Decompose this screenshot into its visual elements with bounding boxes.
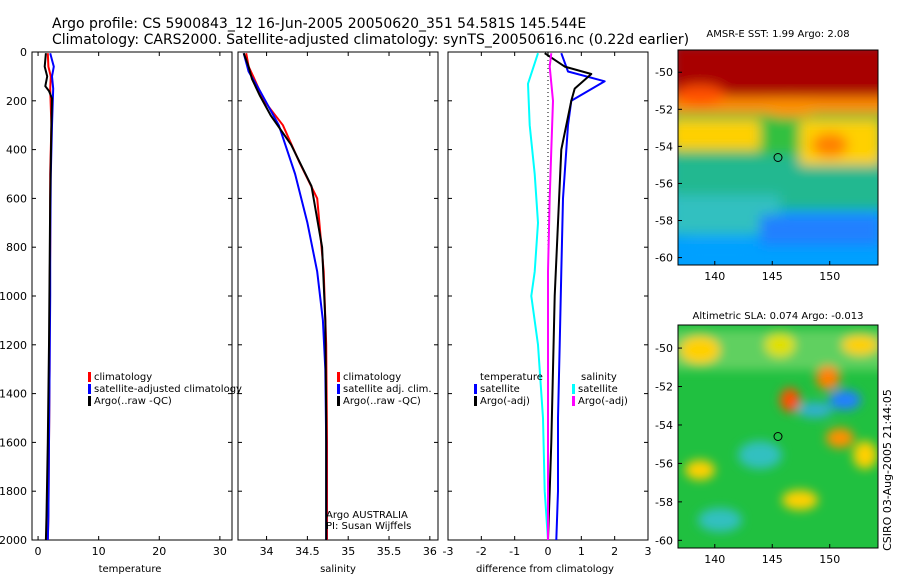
difference-series-salinity-argo-adj- [547, 53, 554, 540]
sst-map-lat-label: -52 [655, 103, 673, 116]
diff-legend-sal-satellite-swatch [572, 384, 575, 394]
diff-legend-sal-argo-swatch [572, 396, 575, 406]
temperature-xtick-label: 10 [92, 545, 106, 558]
sla-map-frame [677, 324, 879, 549]
salinity-xtick-label: 34.5 [295, 545, 320, 558]
sst-map-lat-label: -58 [655, 215, 673, 228]
salinity-series-argo-raw-qc- [242, 52, 328, 540]
temperature-series-argo-raw-qc- [43, 53, 53, 541]
salinity-xtick-label: 35.5 [377, 545, 402, 558]
depth-tick-label: 0 [20, 46, 27, 59]
sal-legend-argo-label: Argo(..raw -QC) [343, 396, 421, 407]
temperature-axes-frame [31, 51, 233, 541]
sla-map-argo-position-marker [773, 432, 783, 441]
difference-series-temperature-satellite [555, 52, 606, 541]
diff-legend-temp-argo-swatch [474, 396, 477, 406]
salinity-xtick-label: 35 [341, 545, 355, 558]
temp-legend-argo-label: Argo(..raw -QC) [94, 396, 172, 407]
depth-tick-label: 1200 [0, 339, 27, 352]
salinity-xtick-label: 34 [260, 545, 274, 558]
sla-map-lat-label: -58 [655, 496, 673, 509]
temp-legend-climatology-swatch [88, 372, 91, 382]
diff-legend-sal-satellite-label: satellite [578, 384, 618, 395]
salinity-series-satellite-adj-clim- [242, 52, 328, 540]
diff-legend-temperature-heading: temperature [480, 372, 543, 383]
temperature-xtick-label: 0 [35, 545, 42, 558]
difference-xtick-label: 1 [578, 545, 585, 558]
depth-tick-label: 200 [6, 95, 27, 108]
timestamp-stamp: CSIRO 03-Aug-2005 21:44:05 [881, 389, 894, 551]
sst-map-lat-label: -60 [655, 252, 673, 265]
sst-map-lon-label: 140 [704, 270, 725, 283]
sla-map-lon-label: 140 [704, 553, 725, 566]
difference-xlabel: difference from climatology [476, 564, 614, 575]
depth-tick-label: 1600 [0, 436, 27, 449]
sla-map-lon-label: 150 [819, 553, 840, 566]
sst-map-lon-label: 145 [762, 270, 783, 283]
annotation-argo-australia: Argo AUSTRALIA [326, 510, 408, 521]
diff-legend-temp-satellite-swatch [474, 384, 477, 394]
depth-tick-label: 1800 [0, 485, 27, 498]
depth-tick-label: 2000 [0, 534, 27, 547]
sst-map-lon-label: 150 [819, 270, 840, 283]
sla-map-lat-label: -50 [655, 342, 673, 355]
salinity-axes-frame [237, 51, 439, 541]
depth-tick-label: 800 [6, 241, 27, 254]
sst-map-lat-label: -54 [655, 140, 673, 153]
difference-series-temperature-argo-adj- [544, 52, 593, 541]
diff-legend-temp-argo-label: Argo(-adj) [480, 396, 530, 407]
difference-xtick-label: 0 [545, 545, 552, 558]
sst-map-argo-position-marker [773, 153, 783, 162]
difference-xtick-label: 2 [611, 545, 618, 558]
sla-map-lat-label: -60 [655, 534, 673, 547]
difference-xtick-label: -3 [443, 545, 454, 558]
depth-tick-label: 400 [6, 144, 27, 157]
diff-legend-sal-argo-label: Argo(-adj) [578, 396, 628, 407]
temperature-xtick-label: 30 [213, 545, 227, 558]
sst-map-title: AMSR-E SST: 1.99 Argo: 2.08 [706, 29, 849, 40]
sla-map-title: Altimetric SLA: 0.074 Argo: -0.013 [693, 311, 864, 322]
difference-xtick-label: -2 [476, 545, 487, 558]
temperature-xtick-label: 20 [152, 545, 166, 558]
sal-legend-satellite-label: satellite adj. clim. [343, 384, 432, 395]
annotation-pi: PI: Susan Wijffels [326, 521, 411, 532]
sst-map-frame [677, 49, 879, 266]
salinity-xtick-label: 36 [423, 545, 437, 558]
depth-tick-label: 600 [6, 192, 27, 205]
depth-tick-label: 1400 [0, 388, 27, 401]
temp-legend-climatology-label: climatology [94, 372, 152, 383]
sst-map-lat-label: -50 [655, 66, 673, 79]
temp-legend-argo-swatch [88, 396, 91, 406]
diff-legend-salinity-heading: salinity [581, 372, 617, 383]
difference-series-salinity-satellite [527, 52, 549, 541]
salinity-xlabel: salinity [320, 564, 356, 575]
depth-tick-label: 1000 [0, 290, 27, 303]
sal-legend-argo-swatch [337, 396, 340, 406]
temp-legend-satellite-swatch [88, 384, 91, 394]
sla-map-lat-label: -54 [655, 419, 673, 432]
sla-map-lon-label: 145 [762, 553, 783, 566]
temperature-xlabel: temperature [99, 564, 162, 575]
difference-xtick-label: 3 [645, 545, 652, 558]
sla-map-lat-label: -56 [655, 457, 673, 470]
temp-legend-satellite-label: satellite-adjusted climatology [94, 384, 242, 395]
sst-map-image [678, 50, 878, 265]
sla-map-lat-label: -52 [655, 381, 673, 394]
sal-legend-satellite-swatch [337, 384, 340, 394]
figure-title-line2: Climatology: CARS2000. Satellite-adjuste… [52, 32, 689, 48]
diff-legend-temp-satellite-label: satellite [480, 384, 520, 395]
sla-map-image [678, 325, 878, 548]
sal-legend-climatology-label: climatology [343, 372, 401, 383]
sst-map-lat-label: -56 [655, 177, 673, 190]
sal-legend-climatology-swatch [337, 372, 340, 382]
salinity-series-climatology [245, 53, 328, 540]
figure-title-line1: Argo profile: CS 5900843_12 16-Jun-2005 … [52, 16, 586, 32]
difference-xtick-label: -1 [509, 545, 520, 558]
